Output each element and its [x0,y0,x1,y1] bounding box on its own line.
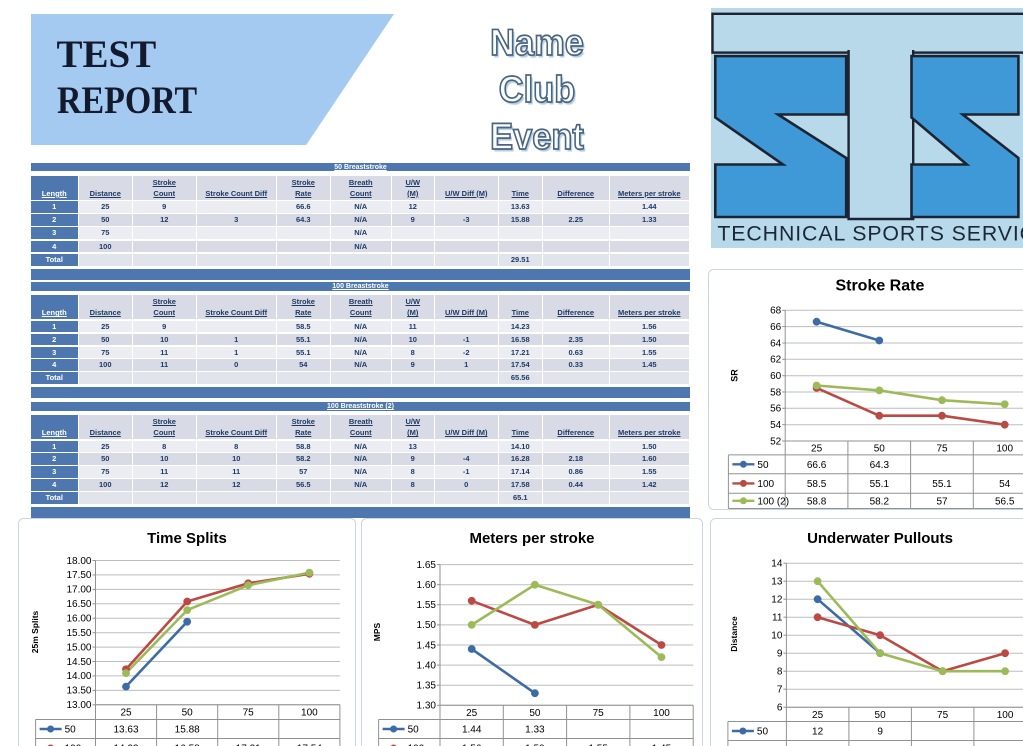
svg-text:100: 100 [65,744,82,746]
svg-text:58: 58 [770,387,782,398]
svg-text:55.1: 55.1 [869,478,889,489]
svg-text:1.50: 1.50 [417,620,437,631]
svg-text:15.00: 15.00 [66,642,91,653]
svg-text:25m Splits: 25m Splits [30,610,40,653]
svg-text:13: 13 [771,577,783,588]
svg-text:100: 100 [757,478,774,489]
svg-text:14: 14 [771,559,783,570]
svg-text:75: 75 [243,708,255,719]
svg-text:7: 7 [777,685,783,696]
svg-text:1.50: 1.50 [525,744,545,746]
svg-text:58.5: 58.5 [806,478,826,489]
svg-text:6: 6 [777,703,783,714]
svg-text:SR: SR [729,368,739,381]
svg-text:13.00: 13.00 [66,700,91,711]
svg-text:1.45: 1.45 [652,744,672,746]
svg-text:50: 50 [757,459,769,470]
svg-text:100: 100 [653,708,670,719]
svg-text:17.54: 17.54 [297,744,322,746]
svg-text:64.3: 64.3 [869,459,889,470]
svg-text:11: 11 [772,613,783,624]
svg-text:17.50: 17.50 [66,570,91,581]
svg-text:54: 54 [999,478,1011,489]
svg-text:50: 50 [757,727,769,738]
svg-text:52: 52 [770,436,782,447]
svg-text:100 (2): 100 (2) [757,496,789,507]
svg-text:1.35: 1.35 [417,681,437,692]
svg-text:50: 50 [873,443,885,454]
svg-text:25: 25 [811,443,823,454]
svg-text:75: 75 [936,443,948,454]
svg-text:50: 50 [875,710,887,721]
svg-text:58.2: 58.2 [869,496,889,507]
svg-text:14.23: 14.23 [113,744,138,746]
svg-text:1.55: 1.55 [417,600,437,611]
svg-text:15.50: 15.50 [66,628,91,639]
svg-text:Meters per stroke: Meters per stroke [469,530,594,547]
svg-text:50: 50 [65,725,77,736]
svg-text:50: 50 [182,708,194,719]
svg-text:100: 100 [408,744,425,746]
svg-text:1.40: 1.40 [417,660,437,671]
svg-text:Stroke Rate: Stroke Rate [835,277,924,294]
svg-text:50: 50 [408,725,420,736]
svg-text:50: 50 [529,708,541,719]
svg-text:1.33: 1.33 [525,725,545,736]
svg-text:66: 66 [770,321,782,332]
svg-text:15.88: 15.88 [175,725,200,736]
svg-text:54: 54 [770,420,782,431]
svg-text:75: 75 [593,708,605,719]
svg-text:Underwater Pullouts: Underwater Pullouts [807,530,953,547]
svg-text:60: 60 [770,371,782,382]
svg-text:57: 57 [936,496,948,507]
svg-text:100: 100 [997,710,1014,721]
svg-text:100: 100 [301,708,318,719]
svg-text:17.00: 17.00 [66,585,91,596]
svg-text:1.65: 1.65 [417,560,437,571]
svg-text:100: 100 [996,443,1013,454]
svg-text:9: 9 [877,727,883,738]
svg-text:25: 25 [812,710,824,721]
svg-text:10: 10 [771,631,783,642]
svg-text:56: 56 [770,403,782,414]
svg-text:Time Splits: Time Splits [147,530,227,547]
svg-text:56.5: 56.5 [994,496,1014,507]
svg-text:16.00: 16.00 [66,614,91,625]
svg-text:13.63: 13.63 [113,725,138,736]
svg-text:17.21: 17.21 [236,744,261,746]
svg-text:1.45: 1.45 [417,640,437,651]
svg-text:12: 12 [771,595,783,606]
svg-text:75: 75 [937,710,949,721]
svg-text:18.00: 18.00 [66,556,91,567]
svg-text:68: 68 [770,305,782,316]
svg-text:1.55: 1.55 [588,744,608,746]
svg-text:64: 64 [770,338,782,349]
svg-text:25: 25 [120,708,132,719]
svg-text:Distance: Distance [729,616,739,652]
svg-text:14.00: 14.00 [66,671,91,682]
svg-text:66.6: 66.6 [806,459,826,470]
svg-text:16.58: 16.58 [175,744,200,746]
svg-text:8: 8 [777,667,783,678]
svg-text:1.30: 1.30 [417,701,437,712]
svg-text:55.1: 55.1 [932,478,952,489]
svg-text:16.50: 16.50 [66,599,91,610]
svg-text:13.50: 13.50 [66,686,91,697]
svg-text:12: 12 [812,727,824,738]
svg-text:9: 9 [777,649,783,660]
svg-text:58.8: 58.8 [806,496,826,507]
svg-text:14.50: 14.50 [66,657,91,668]
svg-text:1.60: 1.60 [417,580,437,591]
svg-text:1.56: 1.56 [462,744,482,746]
svg-text:TECHNICAL SPORTS SERVICE: TECHNICAL SPORTS SERVICE [717,222,1023,246]
svg-text:MPS: MPS [372,622,382,641]
svg-text:1.44: 1.44 [462,725,482,736]
svg-text:62: 62 [770,354,782,365]
svg-text:25: 25 [466,708,478,719]
